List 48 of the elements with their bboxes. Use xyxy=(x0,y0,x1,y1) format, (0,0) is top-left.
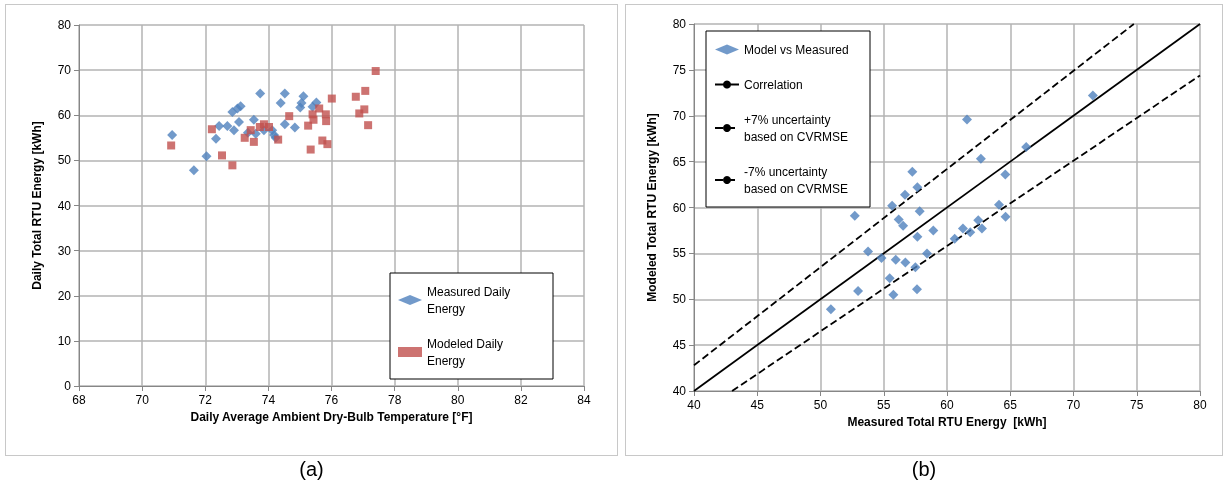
y-tick-label: 0 xyxy=(64,379,72,393)
y-tick-label: 75 xyxy=(672,62,687,77)
y-tick-label: 70 xyxy=(57,63,72,78)
y-tick-label: 40 xyxy=(57,198,72,213)
x-axis-title: Measured Total RTU Energy [kWh] xyxy=(847,414,1047,429)
legend-label: -7% uncertainty based on CVRMSE xyxy=(744,164,849,196)
x-tick-label: 40 xyxy=(687,398,701,412)
y-tick-label: 40 xyxy=(672,384,687,398)
y-axis-title: Modeled Total RTU Energy [kWh] xyxy=(645,113,659,302)
x-tick-label: 45 xyxy=(750,398,765,412)
x-tick-label: 50 xyxy=(813,398,828,412)
y-tick-label: 50 xyxy=(672,292,687,307)
legend-label: Modeled Daily Energy xyxy=(427,336,507,368)
y-tick-label: 80 xyxy=(57,18,72,32)
y-tick-label: 55 xyxy=(672,246,687,261)
x-tick-label: 74 xyxy=(261,393,276,407)
legend-label: Correlation xyxy=(744,77,803,92)
x-tick-label: 70 xyxy=(1066,398,1081,412)
text: (b) xyxy=(910,458,938,481)
x-tick-label: 84 xyxy=(577,393,591,407)
y-tick-label: 65 xyxy=(672,154,687,169)
x-tick-label: 70 xyxy=(135,393,150,407)
y-tick-label: 10 xyxy=(57,333,72,348)
x-tick-label: 60 xyxy=(940,398,954,412)
x-tick-label: 78 xyxy=(387,393,402,407)
x-tick-label: 68 xyxy=(72,393,86,407)
legend-label: Model vs Measured xyxy=(744,42,849,57)
x-tick-label: 80 xyxy=(1193,398,1207,412)
y-tick-label: 70 xyxy=(672,108,687,123)
x-tick-label: 65 xyxy=(1003,398,1018,412)
x-tick-label: 76 xyxy=(324,393,339,407)
y-tick-label: 20 xyxy=(57,288,72,303)
y-tick-label: 80 xyxy=(672,17,687,31)
x-tick-label: 82 xyxy=(514,393,528,407)
y-tick-label: 50 xyxy=(57,153,72,168)
y-tick-label: 45 xyxy=(672,338,687,353)
y-tick-label: 30 xyxy=(57,243,72,258)
y-axis-title: Daily Total RTU Energy [kWh] xyxy=(30,121,44,290)
x-tick-label: 55 xyxy=(877,398,891,412)
y-tick-label: 60 xyxy=(57,108,72,123)
legend-label: +7% uncertainty based on CVRMSE xyxy=(744,112,849,144)
x-axis-title: Daily Average Ambient Dry-Bulb Temperature [°F] xyxy=(190,409,473,424)
y-tick-label: 60 xyxy=(672,200,687,215)
x-tick-label: 72 xyxy=(198,393,213,407)
legend-label: Measured Daily Energy xyxy=(427,284,514,316)
x-tick-label: 75 xyxy=(1130,398,1144,412)
x-tick-label: 80 xyxy=(451,393,465,407)
text: (a) xyxy=(298,458,325,481)
